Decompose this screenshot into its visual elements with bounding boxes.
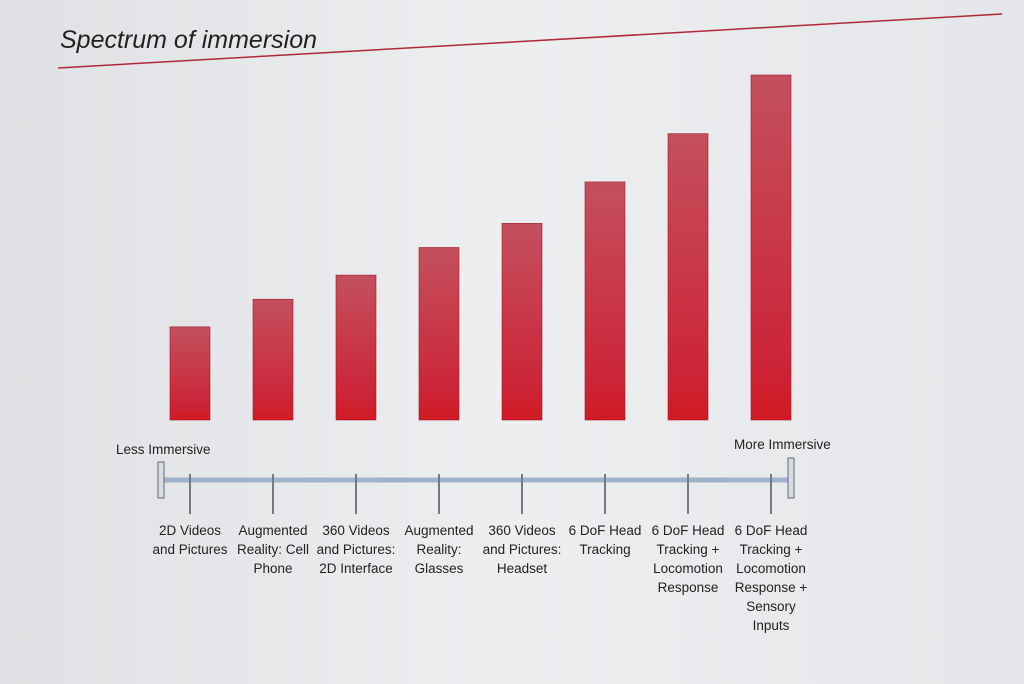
category-label: Augmented Reality: Glasses (404, 523, 474, 576)
chart-title: Spectrum of immersion (60, 26, 317, 54)
bar (501, 223, 543, 421)
category-label: 6 DoF Head Tracking (568, 523, 642, 557)
category-label: 360 Videos and Pictures: 2D Interface (316, 523, 396, 576)
category-label: 2D Videos and Pictures (152, 523, 228, 557)
category-label: Augmented Reality: Cell Phone (236, 523, 310, 576)
bar (418, 247, 460, 421)
bar (335, 274, 377, 421)
timeline-start (157, 461, 165, 499)
bar (667, 133, 709, 421)
timeline-end (787, 457, 795, 499)
title-rule (57, 13, 1003, 69)
category-label: 360 Videos and Pictures: Headset (482, 523, 562, 576)
bar (750, 74, 792, 421)
bar (252, 298, 294, 421)
start-label: Less Immersive (116, 442, 211, 457)
end-label: More Immersive (734, 437, 831, 452)
category-label: 6 DoF Head Tracking + Locomotion Respons… (734, 523, 808, 633)
bar (584, 181, 626, 421)
category-label: 6 DoF Head Tracking + Locomotion Respons… (651, 523, 725, 595)
bar (169, 326, 211, 421)
